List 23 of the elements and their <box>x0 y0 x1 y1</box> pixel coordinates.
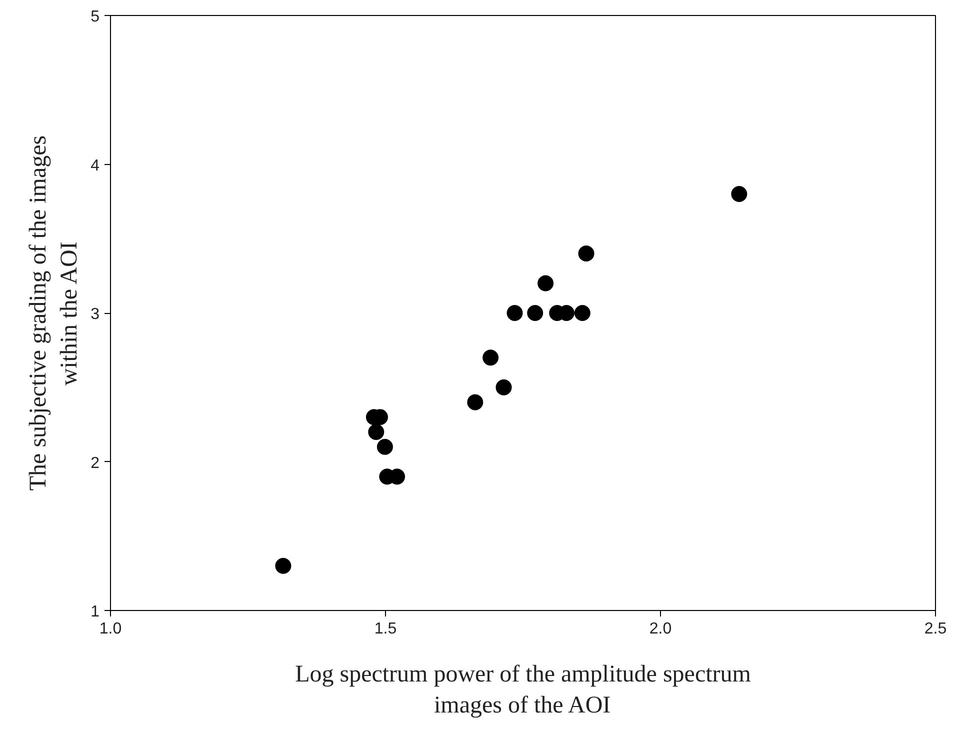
x-axis-title: Log spectrum power of the amplitude spectrum images of the AOI <box>295 662 752 719</box>
x-tick-label: 2.5 <box>924 620 947 638</box>
y-tick-label: 2 <box>90 454 100 472</box>
point <box>731 186 748 202</box>
point <box>506 305 523 321</box>
point <box>527 305 544 321</box>
point <box>275 558 292 574</box>
y-tick-label: 3 <box>90 306 100 323</box>
point <box>496 379 512 396</box>
point <box>574 305 590 321</box>
point <box>467 394 484 410</box>
point <box>578 246 594 262</box>
point <box>482 350 499 366</box>
y-tick-label: 1 <box>90 604 100 620</box>
point <box>368 424 384 440</box>
point <box>376 438 393 455</box>
x-tick-label: 1.5 <box>374 620 397 638</box>
point <box>538 275 554 292</box>
x-tick-label: 2.0 <box>649 620 672 638</box>
x-tick-label: 1.0 <box>99 620 122 638</box>
y-tick-label: 5 <box>90 8 100 26</box>
y-tick-label: 4 <box>90 157 100 174</box>
y-axis-title: The subjective grading of the images within the AOI <box>25 135 83 491</box>
